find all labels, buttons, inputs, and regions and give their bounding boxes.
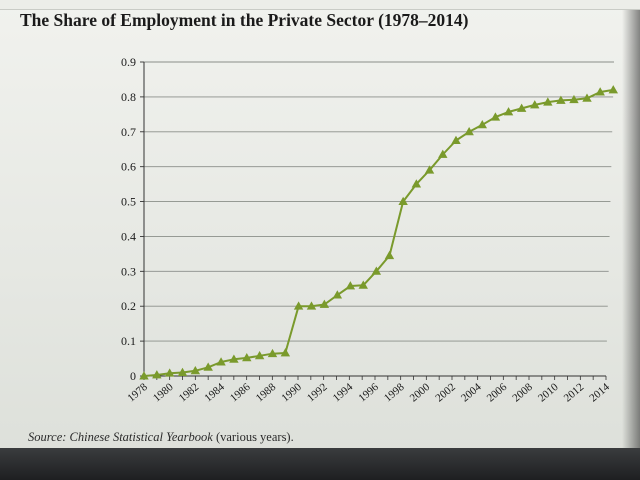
data-point-2002 bbox=[451, 135, 461, 144]
data-point-1994 bbox=[345, 281, 356, 290]
x-tick-label-13: 2004 bbox=[459, 381, 484, 405]
y-tick-label-4: 0.4 bbox=[121, 229, 136, 243]
data-point-1997 bbox=[384, 250, 395, 260]
monitor-bezel bbox=[0, 448, 640, 480]
x-tick-label-18: 2014 bbox=[587, 381, 612, 405]
x-tick-label-9: 1996 bbox=[356, 381, 381, 405]
source-note: Source: Chinese Statistical Yearbook (va… bbox=[28, 430, 294, 445]
x-tick-label-11: 2000 bbox=[408, 381, 433, 405]
data-point-1996 bbox=[371, 266, 382, 275]
x-tick-label-10: 1998 bbox=[382, 381, 407, 405]
data-point-2001 bbox=[438, 149, 448, 158]
y-tick-label-3: 0.3 bbox=[121, 264, 136, 278]
y-tick-label-8: 0.8 bbox=[121, 90, 136, 104]
y-tick-label-0: 0 bbox=[130, 369, 136, 383]
y-tick-labels: 0 0.1 0.2 0.3 0.4 0.5 0.6 0.7 0.8 0.9 bbox=[121, 55, 136, 383]
x-tick-label-7: 1992 bbox=[305, 381, 330, 404]
gridlines bbox=[144, 61, 614, 342]
data-point-1983 bbox=[203, 362, 213, 371]
data-point-2012 bbox=[582, 93, 592, 102]
data-point-2003 bbox=[464, 126, 474, 136]
data-point-1993 bbox=[332, 290, 343, 299]
data-point-2011 bbox=[569, 94, 579, 104]
x-tick-label-16: 2010 bbox=[536, 381, 561, 405]
x-tick-label-1: 1980 bbox=[151, 381, 176, 405]
x-tick-label-8: 1994 bbox=[331, 381, 356, 405]
x-tick-label-15: 2008 bbox=[510, 381, 535, 405]
data-point-1980 bbox=[164, 368, 175, 377]
x-tick-label-3: 1984 bbox=[202, 381, 227, 405]
data-point-1991 bbox=[306, 301, 317, 310]
screen-edge-shadow bbox=[622, 10, 640, 450]
data-point-2008 bbox=[530, 100, 540, 109]
y-tick-label-1: 0.1 bbox=[121, 334, 136, 348]
data-point-1986 bbox=[242, 353, 252, 362]
data-point-1995 bbox=[358, 280, 368, 289]
series-private-share bbox=[139, 85, 619, 380]
data-point-1987 bbox=[254, 350, 265, 360]
x-tick-label-2: 1982 bbox=[177, 381, 202, 404]
data-point-2006 bbox=[503, 107, 514, 116]
data-point-2000 bbox=[424, 165, 435, 174]
data-point-1978 bbox=[139, 371, 149, 380]
data-point-2014 bbox=[608, 85, 619, 94]
chart-title: The Share of Employment in the Private S… bbox=[20, 10, 469, 30]
data-point-1988 bbox=[267, 348, 278, 358]
data-point-2004 bbox=[477, 119, 488, 129]
series-line bbox=[143, 88, 614, 377]
data-point-1982 bbox=[190, 365, 201, 375]
y-tick-label-7: 0.7 bbox=[121, 125, 136, 139]
y-tick-label-2: 0.2 bbox=[121, 299, 136, 313]
data-point-2009 bbox=[543, 97, 553, 106]
data-point-1985 bbox=[229, 354, 239, 363]
y-tick-label-6: 0.6 bbox=[121, 160, 136, 174]
y-tick-label-5: 0.5 bbox=[121, 195, 136, 209]
data-point-1998 bbox=[398, 196, 408, 206]
browser-tab-strip bbox=[0, 0, 640, 10]
data-point-1989 bbox=[280, 348, 291, 357]
x-tick-label-6: 1990 bbox=[279, 381, 304, 405]
data-point-1981 bbox=[177, 367, 188, 376]
source-suffix: (various years). bbox=[212, 430, 294, 444]
data-point-1979 bbox=[152, 370, 162, 379]
source-prefix: Source: bbox=[28, 430, 70, 444]
x-tick-label-17: 2012 bbox=[562, 381, 587, 404]
x-tick-labels: 1978 1980 1982 1984 1986 1988 1990 1992 1994 1996… bbox=[125, 381, 612, 405]
axes bbox=[140, 61, 607, 380]
data-point-2013 bbox=[595, 87, 605, 96]
y-tick-label-9: 0.9 bbox=[121, 55, 136, 69]
data-point-1984 bbox=[216, 357, 226, 366]
data-point-2005 bbox=[490, 112, 501, 121]
source-publication: Chinese Statistical Yearbook bbox=[69, 430, 213, 444]
x-tick-label-5: 1988 bbox=[254, 381, 279, 405]
data-point-1999 bbox=[411, 179, 422, 188]
x-tick-label-0: 1978 bbox=[125, 381, 150, 405]
data-point-1992 bbox=[319, 299, 330, 308]
data-point-2007 bbox=[516, 103, 527, 112]
x-tick-label-12: 2002 bbox=[433, 381, 458, 404]
data-point-1990 bbox=[293, 301, 304, 310]
x-tick-label-4: 1986 bbox=[228, 381, 253, 405]
data-point-2010 bbox=[556, 95, 566, 104]
x-tick-label-14: 2006 bbox=[485, 381, 510, 405]
